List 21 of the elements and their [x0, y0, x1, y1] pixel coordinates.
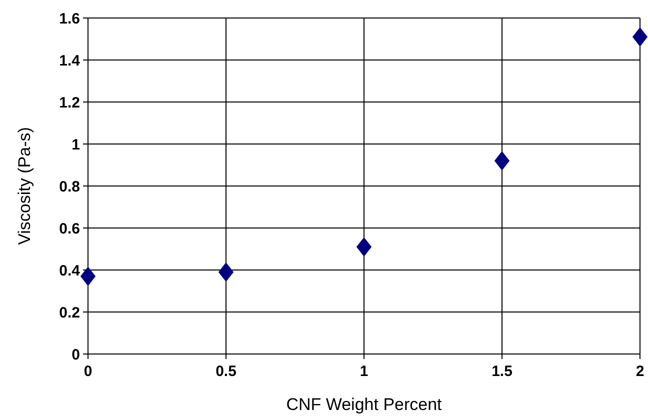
x-tick-label: 0.5: [216, 363, 236, 380]
x-tick-label: 0: [84, 363, 92, 380]
y-tick-label: 0.2: [59, 304, 80, 322]
x-tick-label: 1: [360, 363, 368, 380]
x-tick-label: 1.5: [492, 363, 512, 380]
point: [80, 266, 96, 286]
point: [632, 27, 648, 47]
y-axis-title: Viscosity (Pa-s): [15, 127, 34, 245]
x-tick-label: 2: [636, 363, 644, 380]
y-tick-label: 1.6: [59, 10, 80, 28]
y-tick-label: 0.4: [59, 262, 81, 280]
point: [218, 262, 234, 282]
y-tick-label: 1.2: [59, 94, 80, 112]
y-tick-label: 0.6: [59, 220, 80, 238]
point: [356, 237, 372, 257]
y-tick-label: 0.8: [59, 178, 80, 196]
point: [494, 151, 510, 170]
y-tick-label: 0: [72, 346, 80, 364]
y-tick-label: 1: [72, 136, 80, 154]
x-axis-title: CNF Weight Percent: [286, 395, 442, 414]
y-tick-label: 1.4: [59, 52, 81, 70]
